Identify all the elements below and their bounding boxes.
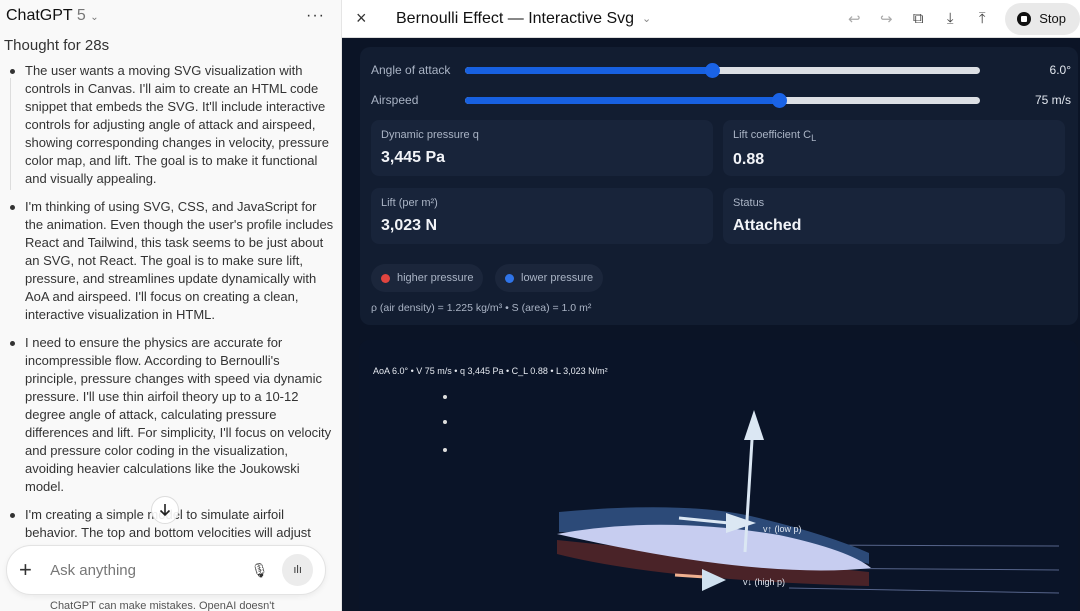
scroll-down-button[interactable] — [151, 496, 179, 524]
card-dynamic-pressure: Dynamic pressure q 3,445 Pa — [371, 120, 713, 176]
card-value: 0.88 — [733, 151, 765, 169]
canvas-title[interactable]: Bernoulli Effect — Interactive Svg — [396, 9, 635, 27]
slider-label: Angle of attack — [371, 63, 451, 77]
arrow-down-icon — [159, 504, 171, 517]
stop-icon — [1017, 11, 1032, 26]
angle-slider[interactable] — [465, 62, 980, 78]
blue-dot-icon — [505, 273, 514, 283]
red-dot-icon — [381, 273, 390, 283]
card-lift-coefficient: Lift coefficient CL 0.88 — [723, 120, 1065, 176]
streamline — [808, 544, 1060, 547]
slider-angle-of-attack: Angle of attack 6.0° — [371, 62, 1071, 78]
slider-fill — [465, 96, 780, 104]
viz-caption: AoA 6.0° • V 75 m/s • q 3,445 Pa • C_L 0… — [373, 366, 608, 376]
model-version: 5 — [76, 7, 86, 24]
share-icon[interactable]: ⤒ — [978, 10, 986, 27]
close-icon[interactable]: × — [356, 8, 367, 28]
card-label-text: Lift coefficient C — [733, 129, 812, 141]
slider-label: Airspeed — [371, 93, 419, 107]
stop-label: Stop — [1039, 11, 1066, 26]
airfoil-svg: v↑ (low p) v↓ (high p) — [443, 395, 1060, 594]
legend-label: higher pressure — [397, 272, 474, 284]
card-label-sub: L — [811, 133, 817, 144]
lift-arrow-head — [744, 410, 764, 440]
card-value: 3,023 N — [381, 217, 438, 234]
lower-pressure-band — [557, 540, 869, 586]
card-label: Lift coefficient CL — [733, 129, 1055, 143]
thought-item: I'm thinking of using SVG, CSS, and Java… — [8, 198, 341, 324]
chat-panel: ChatGPT 5 ⌄ ··· Thought for 28s The user… — [0, 0, 342, 611]
canvas-panel: × Bernoulli Effect — Interactive Svg ⌄ ↩… — [342, 0, 1080, 611]
composer: + 🎙 ılı — [6, 545, 326, 595]
airfoil-shape — [557, 524, 871, 571]
slider-value: 75 m/s — [1034, 93, 1071, 107]
disclaimer: ChatGPT can make mistakes. OpenAI doesn'… — [50, 600, 275, 611]
thought-item: The user wants a moving SVG visualizatio… — [8, 62, 341, 188]
upper-velocity-label: v↑ (low p) — [763, 524, 802, 534]
chevron-down-icon: ⌄ — [90, 12, 99, 23]
mic-icon[interactable]: 🎙 — [250, 561, 269, 578]
thought-divider — [10, 78, 11, 190]
legend-label: lower pressure — [521, 272, 594, 284]
particle — [443, 420, 447, 424]
message-input[interactable] — [50, 561, 250, 579]
streamline — [788, 587, 1060, 594]
upper-velocity-arrow-head — [726, 513, 756, 533]
card-value: 3,445 Pa — [381, 149, 446, 166]
card-label: Dynamic pressure q — [381, 129, 479, 141]
voice-wave-icon[interactable]: ılı — [282, 554, 313, 586]
constants-note: ρ (air density) = 1.225 kg/m³ • S (area)… — [371, 302, 592, 314]
model-name: ChatGPT — [6, 7, 73, 24]
slider-fill — [465, 66, 713, 74]
copy-icon[interactable]: ⧉ — [912, 10, 924, 27]
card-value: Attached — [733, 217, 802, 234]
particle — [443, 448, 447, 452]
upper-velocity-arrow — [678, 516, 730, 525]
particle — [443, 395, 447, 399]
lower-velocity-arrow — [674, 573, 706, 579]
more-horizontal-icon[interactable]: ··· — [306, 7, 325, 24]
airfoil-visualization: AoA 6.0° • V 75 m/s • q 3,445 Pa • C_L 0… — [359, 340, 1078, 611]
thought-scroll-area[interactable]: The user wants a moving SVG visualizatio… — [0, 62, 341, 544]
stop-button[interactable]: Stop — [1005, 2, 1080, 35]
canvas-header: × Bernoulli Effect — Interactive Svg ⌄ ↩… — [342, 0, 1080, 38]
airspeed-slider[interactable] — [465, 92, 980, 108]
chat-header: ChatGPT 5 ⌄ ··· — [0, 0, 341, 32]
slider-thumb[interactable] — [772, 92, 788, 108]
redo-icon[interactable]: ↪ — [879, 10, 893, 28]
card-status: Status Attached — [723, 188, 1065, 244]
lift-arrow — [743, 423, 755, 553]
controls-panel: Angle of attack 6.0° Airspeed 75 m/s Dyn… — [360, 47, 1078, 325]
toolbar: ↩ ↪ ⧉ ⤓ ⤒ Stop — [845, 2, 1080, 35]
slider-value: 6.0° — [1049, 63, 1071, 77]
thought-list: The user wants a moving SVG visualizatio… — [0, 62, 341, 542]
legend-lower-pressure: lower pressure — [495, 264, 604, 292]
card-label: Lift (per m²) — [381, 197, 438, 209]
slider-thumb[interactable] — [705, 62, 721, 78]
legend-higher-pressure: higher pressure — [371, 264, 484, 292]
card-label: Status — [733, 197, 765, 209]
download-icon[interactable]: ⤓ — [946, 10, 954, 27]
lower-velocity-arrow-head — [702, 569, 726, 591]
lower-velocity-label: v↓ (high p) — [743, 577, 785, 587]
thought-label[interactable]: Thought for 28s — [4, 37, 110, 54]
plus-icon[interactable]: + — [19, 557, 32, 582]
card-lift: Lift (per m²) 3,023 N — [371, 188, 713, 244]
undo-icon[interactable]: ↩ — [847, 10, 861, 28]
model-selector[interactable]: ChatGPT 5 ⌄ — [6, 7, 99, 25]
chevron-down-icon[interactable]: ⌄ — [642, 13, 652, 25]
thought-item: I need to ensure the physics are accurat… — [8, 334, 341, 496]
slider-airspeed: Airspeed 75 m/s — [371, 92, 1071, 108]
